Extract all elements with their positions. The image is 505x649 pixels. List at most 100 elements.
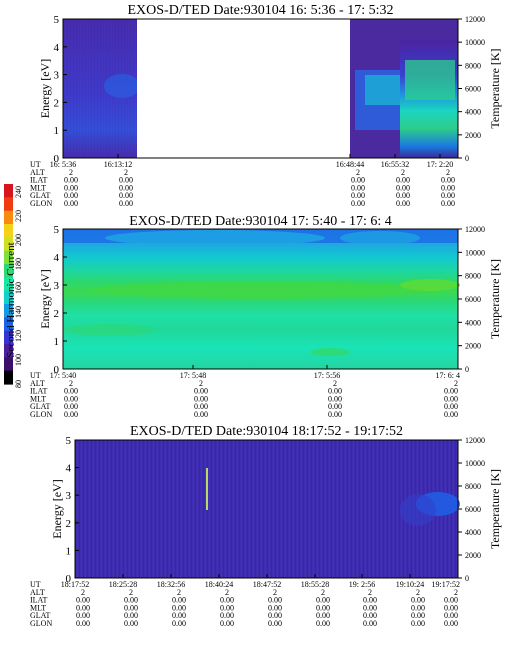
trace-row-value: 0.00 [220,619,234,628]
trace-row-label: ALT [30,168,45,177]
y2-tick-label: 4000 [465,528,481,537]
colorbar-tick-label: 200 [14,234,23,246]
trace-row-label: GLAT [30,191,51,200]
trace-row-value: 2 [81,588,85,597]
trace-row-value: 19:17:52 [432,580,460,589]
trace-row-value: 0.00 [351,191,365,200]
trace-row-value: 16:55:32 [381,160,409,169]
colorbar-segment [4,357,13,372]
trace-row-value: 0.00 [172,619,186,628]
colorbar-segment [4,237,13,252]
y-tick-label: 5 [66,435,72,447]
trace-row-value: 0.00 [351,199,365,208]
y-tick-label: 4 [66,463,72,475]
trace-row-value: 18:17:52 [61,580,89,589]
trace-row-value: 0.00 [328,394,342,403]
trace-row-value: 0.00 [76,619,90,628]
trace-row-value: 0.00 [220,596,234,605]
trace-row-value: 0.00 [396,191,410,200]
trace-row-value: 0.00 [64,402,78,411]
trace-row-value: 0.00 [220,611,234,620]
trace-row-value: 0.00 [396,199,410,208]
trace-row-value: 17: 5:56 [314,371,340,380]
y-tick-label: 1 [54,336,60,348]
trace-row-value: 0.00 [119,183,133,192]
trace-row-label: GLAT [30,402,51,411]
trace-row-label: MLT [30,183,46,192]
trace-row-value: 0.00 [444,611,458,620]
trace-row-value: 2 [129,588,133,597]
y2-tick-label: 2000 [465,131,481,140]
trace-row-value: 2 [199,379,203,388]
trace-row-value: 16:13:12 [104,160,132,169]
trace-row-value: 0.00 [411,596,425,605]
trace-row-label: UT [30,580,41,589]
trace-row-value: 0.00 [172,611,186,620]
trace-row-label: GLON [30,410,52,419]
trace-row-label: ILAT [30,176,47,185]
trace-row-value: 0.00 [316,603,330,612]
y2-tick-label: 12000 [465,436,485,445]
y-tick-label: 0 [54,153,60,165]
trace-row-label: MLT [30,603,46,612]
y-tick-label: 2 [66,518,72,530]
colorbar-tick-label: 100 [14,354,23,366]
y-tick-label: 0 [66,573,72,585]
trace-row-value: 2 [273,588,277,597]
y2-tick-label: 4000 [465,108,481,117]
trace-row-value: 0.00 [172,596,186,605]
colorbar-segment [4,210,13,225]
trace-row-value: 0.00 [328,387,342,396]
chart-title: EXOS-D/TED Date:930104 17: 5:40 - 17: 6:… [129,214,391,229]
trace-row-value: 0.00 [316,596,330,605]
y-tick-label: 3 [54,70,60,82]
y-axis-label: Energy [eV] [38,269,52,328]
trace-row-value: 0.00 [396,183,410,192]
trace-row-value: 0.00 [64,176,78,185]
trace-row-value: 2 [321,588,325,597]
trace-row-value: 0.00 [328,402,342,411]
trace-row-value: 16: 5:36 [50,160,76,169]
trace-row-value: 2 [454,379,458,388]
y-tick-label: 4 [54,252,60,264]
colorbar-tick-label: 140 [14,306,23,318]
trace-row-value: 0.00 [396,176,410,185]
trace-row-value: 0.00 [363,596,377,605]
y2-tick-label: 8000 [465,272,481,281]
colorbar-tick-label: 160 [14,282,23,294]
y2-tick-label: 0 [465,154,469,163]
trace-row-value: 0.00 [124,611,138,620]
chart-title: EXOS-D/TED Date:930104 16: 5:36 - 17: 5:… [128,3,394,18]
colorbar-segment [4,317,13,332]
trace-row-value: 2 [124,168,128,177]
y2-tick-label: 10000 [465,248,485,257]
trace-row-value: 17: 5:48 [180,371,206,380]
trace-row-value: 0.00 [444,394,458,403]
y2-tick-label: 6000 [465,505,481,514]
trace-row-value: 2 [177,588,181,597]
trace-row-value: 0.00 [363,603,377,612]
colorbar-tick-label: 220 [14,210,23,222]
trace-row-value: 0.00 [351,183,365,192]
colorbar-segment [4,264,13,278]
y-tick-label: 3 [54,280,60,292]
trace-row-value: 18:32:56 [157,580,185,589]
trace-row-value: 2 [69,168,73,177]
trace-row-value: 0.00 [444,603,458,612]
trace-row-label: GLON [30,199,52,208]
colorbar-tick-label: 180 [14,258,23,270]
y2-axis-label: Temperature [K] [488,469,502,549]
trace-row-value: 0.00 [444,410,458,419]
y2-tick-label: 10000 [465,38,485,47]
trace-row-value: 0.00 [268,611,282,620]
trace-row-label: GLAT [30,611,51,620]
trace-row-value: 0.00 [441,199,455,208]
y-tick-label: 1 [54,125,60,137]
trace-row-value: 0.00 [64,394,78,403]
trace-row-value: 17: 2:20 [427,160,453,169]
trace-row-label: ILAT [30,596,47,605]
y2-tick-label: 6000 [465,85,481,94]
y2-tick-label: 4000 [465,318,481,327]
trace-row-value: 0.00 [119,176,133,185]
y2-tick-label: 2000 [465,551,481,560]
